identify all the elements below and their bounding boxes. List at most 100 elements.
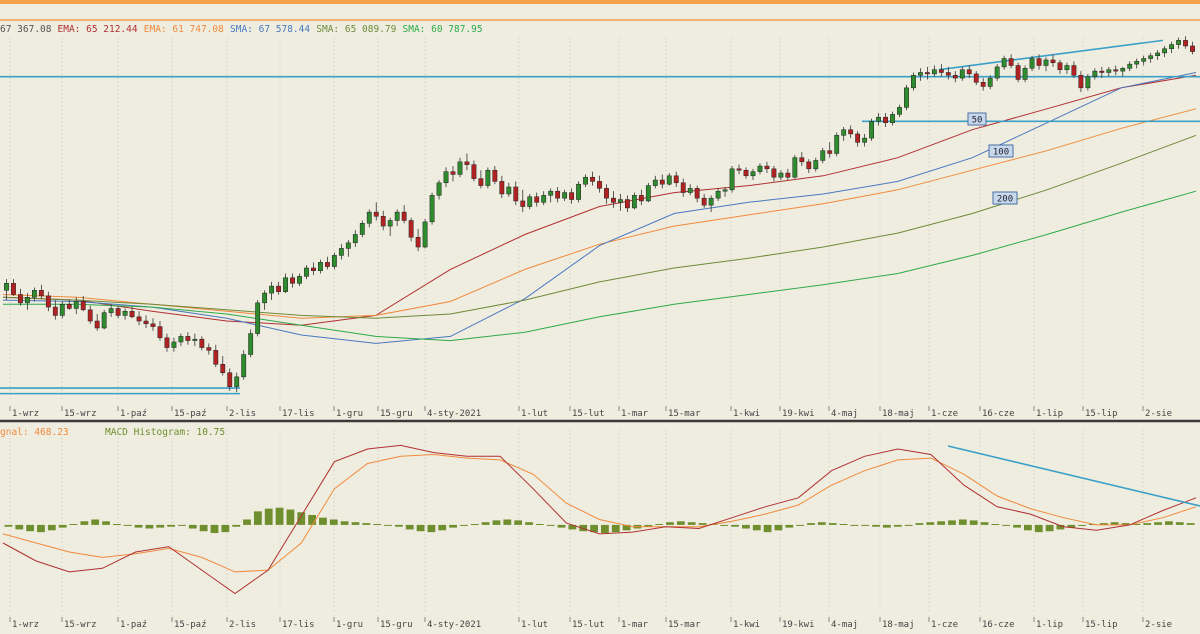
- histogram-bar: [264, 508, 273, 525]
- x-label: 1-lut: [521, 409, 548, 419]
- candle: [157, 321, 163, 341]
- candle-body: [611, 197, 616, 203]
- badge-box: [967, 112, 987, 126]
- ma-badge-200: 200: [992, 191, 1018, 205]
- candle-body: [848, 129, 854, 135]
- candle: [778, 170, 784, 180]
- candle: [562, 189, 568, 201]
- candle-body: [806, 161, 812, 170]
- candle-body: [1043, 59, 1049, 66]
- candle: [408, 217, 414, 242]
- candle: [869, 118, 875, 141]
- candle: [178, 333, 184, 347]
- candle-body: [987, 77, 993, 87]
- candle-body: [122, 310, 128, 316]
- candle-body: [687, 188, 693, 193]
- candle-body: [645, 185, 651, 202]
- legend-item-2: EMA: 61 747.08: [144, 24, 224, 35]
- candle-body: [276, 285, 281, 292]
- candle-body: [994, 66, 1000, 79]
- histogram-bar: [188, 524, 197, 529]
- x-label: 15-wrz: [64, 409, 97, 419]
- candle-body: [520, 200, 526, 207]
- candle-body: [66, 304, 72, 309]
- histogram-bar: [26, 524, 35, 532]
- histogram-bar: [796, 524, 805, 526]
- candle: [499, 175, 505, 199]
- candle: [945, 66, 951, 80]
- candle: [31, 287, 37, 302]
- candle-body: [192, 338, 198, 341]
- candle-body: [959, 69, 965, 79]
- candle-body: [45, 295, 51, 308]
- histogram-bar: [828, 523, 837, 525]
- candle-body: [297, 276, 302, 284]
- x-label: 15-gru: [380, 409, 413, 419]
- candle: [680, 178, 686, 197]
- candle-body: [583, 176, 588, 185]
- macd-trendline: [947, 445, 1200, 507]
- candle-body: [1015, 65, 1021, 80]
- legend-item-0: 67 367.08: [0, 24, 52, 35]
- ma-line-1: [2, 108, 1197, 319]
- candle: [1085, 73, 1091, 91]
- candle: [213, 344, 219, 368]
- candle: [652, 175, 658, 189]
- candle: [541, 191, 547, 206]
- candle: [366, 209, 372, 228]
- candle: [904, 85, 909, 111]
- candle-body: [1162, 48, 1168, 54]
- legend-item-1: EMA: 65 212.44: [58, 24, 138, 35]
- badge-label: 50: [972, 116, 983, 126]
- candle: [527, 193, 533, 210]
- candle-body: [1113, 69, 1119, 72]
- candle-body: [206, 347, 212, 351]
- candle: [855, 131, 861, 147]
- ma-line-4: [3, 190, 1197, 342]
- candle-body: [129, 310, 135, 318]
- macd-histogram: [4, 507, 1195, 534]
- candle: [318, 259, 323, 274]
- histogram-bar: [698, 523, 707, 525]
- histogram-bar: [893, 524, 902, 527]
- histogram-bar: [980, 522, 989, 525]
- candle-body: [1085, 76, 1091, 89]
- histogram-bar: [351, 522, 360, 525]
- histogram-bar: [253, 511, 262, 525]
- candle: [785, 168, 791, 180]
- x-label: 4-maj: [831, 620, 858, 630]
- histogram-bar: [384, 524, 392, 526]
- candle-body: [338, 248, 344, 256]
- histogram-bar: [904, 524, 913, 526]
- candle-body: [1169, 44, 1174, 50]
- candle: [1029, 55, 1035, 72]
- histogram-bar: [655, 524, 664, 525]
- candle: [806, 159, 812, 174]
- candle: [1078, 71, 1084, 93]
- candle: [38, 284, 44, 299]
- candle: [757, 163, 763, 175]
- x-label: 1-wrz: [12, 620, 39, 630]
- moving-averages: [2, 72, 1197, 344]
- candle-body: [541, 195, 547, 203]
- candle-body: [311, 267, 316, 272]
- candle: [143, 315, 149, 328]
- ma-line-2: [2, 72, 1197, 344]
- candle: [87, 305, 93, 324]
- candle-body: [178, 336, 184, 343]
- candle: [59, 301, 65, 319]
- histogram-bar: [47, 524, 56, 531]
- histogram-bar: [948, 520, 956, 525]
- candle: [534, 192, 540, 207]
- histogram-bar: [15, 524, 24, 530]
- candle-body: [59, 304, 65, 316]
- candle-body: [499, 181, 505, 195]
- candle-body: [380, 216, 386, 227]
- ma-line-0: [2, 74, 1197, 326]
- candle-body: [736, 168, 742, 171]
- histogram-bar: [58, 524, 67, 528]
- candle-body: [443, 171, 449, 184]
- x-label: 4-sty-2021: [427, 409, 481, 419]
- candle: [1183, 36, 1188, 49]
